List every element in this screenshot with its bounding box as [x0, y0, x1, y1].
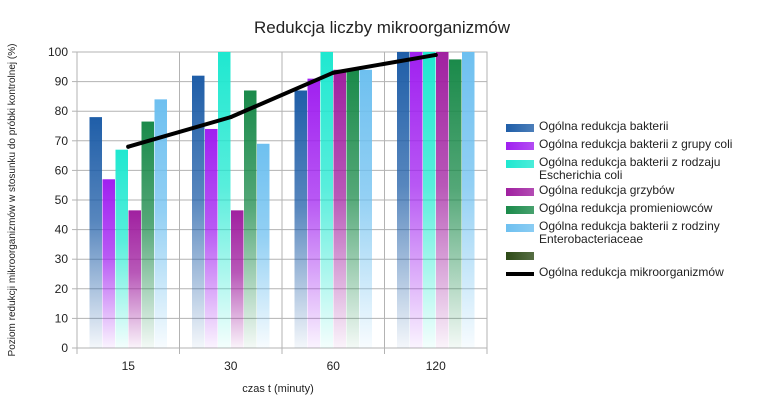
y-tick-label: 40 [55, 223, 69, 237]
legend: Ogólna redukcja bakterii Ogólna redukcja … [506, 120, 768, 284]
line-point [126, 144, 131, 149]
legend-swatch [506, 252, 534, 260]
bar [218, 52, 231, 348]
legend-swatch [506, 124, 534, 132]
legend-item: Ogólna redukcja bakterii z rodziny Enter… [506, 220, 768, 246]
y-tick-label: 10 [55, 311, 69, 325]
bar [102, 179, 115, 348]
legend-item: Ogólna redukcja mikroorganizmów [506, 266, 768, 282]
bar [244, 90, 257, 348]
bar [436, 52, 449, 348]
x-tick-label: 15 [122, 359, 136, 373]
bar [320, 52, 333, 348]
x-tick-label: 120 [426, 359, 446, 373]
bar [307, 78, 320, 348]
legend-item: Ogólna redukcja bakterii z rodzaju Esche… [506, 156, 768, 182]
legend-swatch [506, 160, 534, 168]
bar [423, 52, 436, 348]
y-tick-label: 100 [48, 45, 68, 59]
chart-title: Redukcja liczby mikroorganizmów [254, 18, 511, 37]
bar [359, 69, 372, 348]
legend-label: Ogólna redukcja mikroorganizmów [539, 265, 724, 279]
bar [410, 52, 423, 348]
bar [154, 99, 167, 348]
legend-label: Ogólna redukcja promieniowców [539, 201, 713, 215]
legend-swatch [506, 142, 534, 150]
bar [449, 59, 462, 349]
y-axis-label: Poziom redukcji mikroorganizmów w stosun… [7, 44, 18, 357]
legend-label: Ogólna redukcja bakterii z rodziny Enter… [539, 219, 720, 246]
bar [257, 143, 270, 348]
x-tick-label: 60 [327, 359, 341, 373]
line-point [228, 115, 233, 120]
y-tick-label: 0 [61, 341, 68, 355]
legend-swatch [506, 206, 534, 214]
legend-item: Ogólna redukcja bakterii [506, 120, 768, 136]
bar [231, 210, 244, 348]
legend-swatch [506, 188, 534, 196]
bar [462, 52, 475, 348]
legend-item: Ogólna redukcja promieniowców [506, 202, 768, 218]
line-point [331, 70, 336, 75]
legend-label: Ogólna redukcja bakterii z rodzaju Esche… [539, 155, 721, 182]
bar [89, 117, 102, 349]
legend-item: Ogólna redukcja bakterii z grupy coli [506, 138, 768, 154]
bar [141, 121, 154, 348]
y-tick-label: 20 [55, 282, 69, 296]
legend-item [506, 248, 768, 264]
y-tick-label: 70 [55, 134, 69, 148]
bar [397, 52, 410, 348]
bar [294, 90, 307, 348]
bar [115, 149, 128, 348]
y-tick-label: 60 [55, 163, 69, 177]
line-point [433, 52, 438, 57]
y-tick-label: 30 [55, 252, 69, 266]
y-tick-label: 80 [55, 104, 69, 118]
legend-swatch [506, 224, 534, 232]
bar [128, 210, 141, 348]
bar [205, 128, 218, 348]
x-axis-label: czas t (minuty) [242, 383, 314, 395]
y-tick-label: 90 [55, 75, 69, 89]
legend-swatch [506, 272, 534, 276]
series-line [126, 52, 438, 149]
legend-item: Ogólna redukcja grzybów [506, 184, 768, 200]
bar [192, 75, 205, 349]
legend-label: Ogólna redukcja bakterii z grupy coli [539, 137, 733, 151]
bar [346, 69, 359, 348]
x-tick-label: 30 [224, 359, 238, 373]
bar [333, 69, 346, 348]
y-tick-label: 50 [55, 193, 69, 207]
legend-label: Ogólna redukcja grzybów [539, 183, 675, 197]
legend-label: Ogólna redukcja bakterii [539, 119, 669, 133]
